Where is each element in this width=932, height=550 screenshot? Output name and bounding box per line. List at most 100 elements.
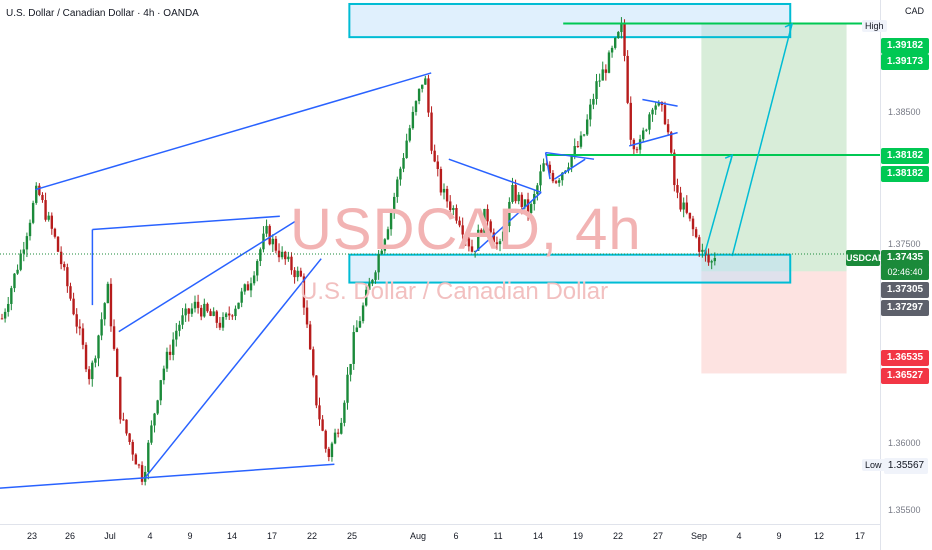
- candle-body: [666, 124, 670, 133]
- candle-body: [514, 184, 517, 202]
- candle-body: [617, 32, 620, 38]
- symbol-tag: USDCAD: [846, 250, 885, 266]
- low-price-tag: 1.35567: [884, 458, 928, 474]
- candle-body: [691, 218, 695, 230]
- trendline: [545, 151, 595, 160]
- candle-body: [430, 112, 433, 151]
- candle-body: [607, 52, 611, 73]
- candle-body: [371, 279, 374, 284]
- trendline: [553, 158, 586, 180]
- candle-body: [455, 208, 458, 221]
- candle-body: [377, 254, 380, 273]
- candle-body: [50, 215, 54, 229]
- candle-body: [100, 319, 103, 336]
- candle-body: [190, 308, 194, 314]
- candle-body: [688, 212, 692, 219]
- candle-body: [498, 241, 502, 245]
- candle-body: [436, 161, 439, 170]
- trendline: [0, 463, 335, 489]
- candle-body: [22, 249, 25, 254]
- candle-body: [464, 234, 467, 239]
- candle-body: [78, 326, 82, 329]
- candle-body: [595, 81, 598, 99]
- candle-body: [35, 185, 38, 203]
- candle-body: [442, 188, 446, 193]
- candle-body: [165, 351, 169, 369]
- currency-label: CAD: [904, 6, 924, 16]
- candle-body: [340, 422, 343, 434]
- candle-body: [495, 242, 499, 245]
- candle-body: [318, 405, 321, 420]
- candle-body: [346, 374, 349, 403]
- candle-body: [713, 258, 716, 262]
- trendline: [629, 131, 678, 147]
- time-tick: 22: [612, 531, 624, 541]
- profit-zone: [701, 23, 847, 272]
- candle-body: [3, 311, 7, 319]
- candle-body: [635, 149, 639, 151]
- candle-body: [212, 311, 215, 316]
- candle-body: [402, 157, 405, 169]
- time-tick: 14: [226, 531, 238, 541]
- candle-body: [355, 327, 359, 333]
- arrow-head: [784, 22, 794, 33]
- candle-body: [215, 311, 218, 323]
- candle-body: [626, 55, 629, 103]
- candle-body: [589, 104, 592, 120]
- candle-body: [676, 185, 679, 193]
- candle-body: [670, 132, 673, 153]
- candle-body: [181, 315, 184, 325]
- candle-body: [554, 181, 558, 183]
- candle-body: [103, 303, 106, 320]
- price-tick: 1.36000: [888, 438, 921, 449]
- candle-body: [489, 221, 492, 233]
- time-tick: 17: [266, 531, 278, 541]
- trendline: [642, 98, 678, 107]
- candle-body: [336, 432, 340, 434]
- time-tick: 11: [493, 531, 503, 541]
- candle-body: [63, 264, 66, 268]
- support-zone: [348, 253, 792, 284]
- time-tick: 4: [736, 531, 742, 541]
- candle-body: [231, 315, 234, 317]
- candle-body: [122, 419, 125, 421]
- candle-body: [601, 69, 604, 81]
- candle-body: [604, 69, 608, 73]
- candle-body: [685, 202, 688, 213]
- candle-body: [573, 146, 576, 156]
- candle-body: [240, 291, 243, 303]
- low-label: Low: [862, 459, 885, 471]
- candle-body: [598, 80, 601, 82]
- candle-body: [47, 215, 50, 220]
- candle-body: [228, 313, 231, 316]
- countdown-tag: 02:46:40: [881, 264, 929, 280]
- candle-body: [97, 335, 100, 359]
- resistance-zone: [348, 2, 792, 39]
- candle-body: [203, 303, 206, 317]
- candle-body: [620, 23, 623, 33]
- candle-body: [505, 226, 508, 232]
- candle-body: [209, 311, 212, 316]
- candle-body: [414, 101, 418, 112]
- candle-body: [570, 155, 573, 168]
- candle-body: [81, 328, 85, 345]
- entry-price-tag-b: 1.37297: [881, 300, 929, 316]
- candle-body: [492, 232, 496, 243]
- candle-body: [19, 253, 22, 270]
- time-tick: 4: [147, 531, 153, 541]
- time-tick: 9: [187, 531, 193, 541]
- candle-body: [234, 308, 237, 317]
- candle-body: [470, 246, 474, 252]
- candle-body: [299, 270, 303, 277]
- candle-body: [206, 303, 209, 312]
- candle-body: [13, 273, 16, 289]
- candle-body: [75, 314, 78, 327]
- candle-body: [557, 180, 561, 183]
- candle-body: [352, 332, 355, 364]
- candle-body: [218, 322, 222, 328]
- watermark-symbol: USDCAD, 4h: [290, 197, 642, 262]
- candle-body: [486, 208, 489, 222]
- candle-body: [296, 270, 299, 278]
- candle-body: [408, 128, 411, 141]
